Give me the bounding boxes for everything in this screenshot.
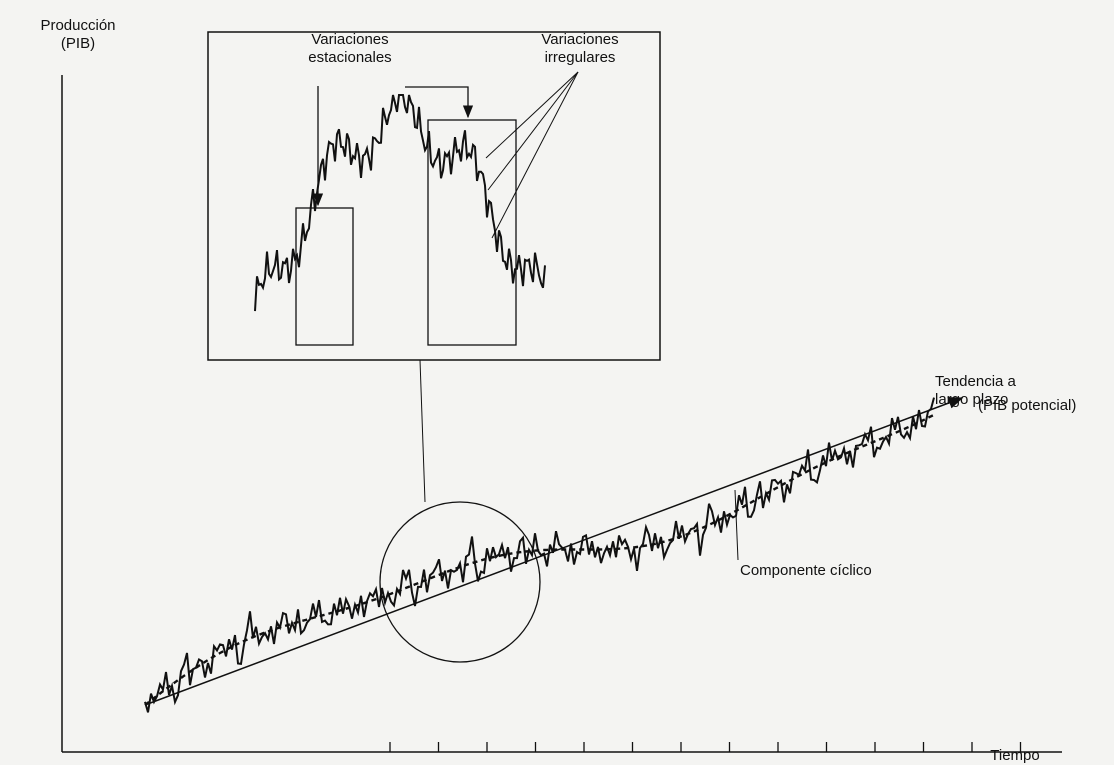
cycle-pointer xyxy=(734,489,739,561)
irregular-pointer xyxy=(491,71,579,239)
irregular-label: irregulares xyxy=(545,49,616,66)
trend-label: (PIB potencial) xyxy=(978,397,1076,414)
irregular-label: Variaciones xyxy=(541,31,618,48)
seasonal-arrow xyxy=(405,86,474,119)
irregular-box xyxy=(427,119,517,346)
zoom-connector xyxy=(419,359,426,503)
y-axis-label: Producción xyxy=(40,17,115,34)
cycle-label: Componente cíclico xyxy=(740,562,872,579)
trend-label: Tendencia a xyxy=(935,373,1017,390)
y-axis-label: (PIB) xyxy=(61,35,95,52)
zoom-circle xyxy=(379,501,541,663)
x-axis-label: Tiempo xyxy=(990,747,1039,764)
seasonal-label: estacionales xyxy=(308,49,391,66)
irregular-pointer xyxy=(487,71,579,191)
seasonal-label: Variaciones xyxy=(311,31,388,48)
production-line xyxy=(144,397,935,713)
x-axis-ticks xyxy=(389,742,1022,752)
inset-box xyxy=(207,31,661,361)
inset-line xyxy=(254,94,546,312)
irregular-pointer xyxy=(485,71,579,159)
seasonal-box xyxy=(295,207,354,346)
trend-label: largo plazo xyxy=(935,391,1008,408)
